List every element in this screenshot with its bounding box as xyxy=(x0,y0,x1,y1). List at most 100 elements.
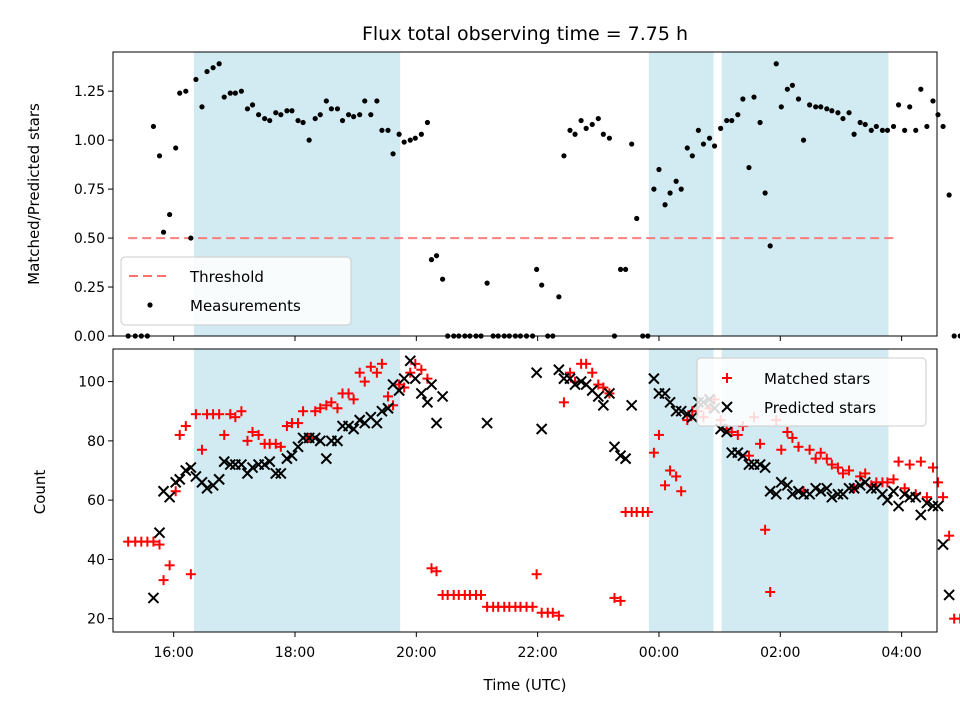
measurement-point xyxy=(924,123,930,130)
measurement-point xyxy=(255,112,262,118)
matched-star-point xyxy=(660,480,671,491)
top-shaded-interval-1 xyxy=(648,52,714,336)
predicted-star-point xyxy=(569,378,581,391)
predicted-star-point xyxy=(436,390,449,403)
matched-star-point xyxy=(158,575,169,586)
measurement-point xyxy=(484,280,490,286)
measurement-point xyxy=(385,127,391,133)
measurement-point xyxy=(199,104,205,110)
measurement-point xyxy=(818,104,824,110)
measurement-point xyxy=(150,123,157,130)
measurement-point xyxy=(829,108,835,114)
measurement-point xyxy=(227,90,233,96)
predicted-star-point xyxy=(659,387,671,400)
matched-star-point xyxy=(587,367,598,378)
matched-star-point xyxy=(921,492,932,503)
measurement-point xyxy=(913,127,919,133)
top-ytick-label: 0.25 xyxy=(74,280,105,296)
matched-star-point xyxy=(315,403,326,414)
measurement-point xyxy=(262,115,268,122)
measurement-point xyxy=(167,211,173,218)
predicted-star-point xyxy=(786,488,799,500)
measurement-point xyxy=(204,68,210,75)
measurement-point xyxy=(807,102,813,108)
matched-star-point xyxy=(275,441,286,452)
top-ytick-label: 0.00 xyxy=(74,329,105,345)
predicted-star-point xyxy=(535,423,548,435)
matched-star-point xyxy=(915,456,926,467)
predicted-star-point xyxy=(608,441,621,453)
measurement-point xyxy=(173,145,179,151)
measurement-point xyxy=(884,127,891,133)
matched-star-point xyxy=(359,376,370,387)
predicted-star-point xyxy=(398,372,410,385)
measurement-point xyxy=(424,119,431,126)
measurement-point xyxy=(428,257,435,263)
measurement-point xyxy=(589,121,595,128)
measurement-point xyxy=(561,153,567,159)
measurement-point xyxy=(156,153,163,159)
predicted-star-point xyxy=(153,527,166,539)
matched-star-point xyxy=(888,474,899,485)
predicted-star-point xyxy=(848,482,860,494)
predicted-star-point xyxy=(910,491,922,503)
predicted-star-point xyxy=(174,473,186,486)
bottom-ytick-label: 60 xyxy=(87,493,105,509)
measurement-point xyxy=(879,127,886,133)
legend-measurements-label: Measurements xyxy=(190,297,301,315)
matched-star-point xyxy=(253,429,264,440)
measurement-point xyxy=(334,106,341,112)
predicted-star-point xyxy=(781,479,794,492)
matched-star-point xyxy=(609,592,620,603)
predicted-star-point xyxy=(770,488,782,500)
matched-star-point xyxy=(815,447,826,458)
predicted-star-point xyxy=(619,452,632,465)
measurement-point xyxy=(317,112,323,118)
matched-star-point xyxy=(247,426,258,437)
matched-star-point xyxy=(760,524,771,535)
matched-star-point xyxy=(933,477,944,488)
predicted-star-point xyxy=(376,405,388,417)
measurement-point xyxy=(328,106,334,112)
predicted-star-point xyxy=(826,491,838,503)
predicted-star-point xyxy=(331,435,344,447)
predicted-star-point xyxy=(915,509,927,521)
matched-star-point xyxy=(832,462,843,473)
measurement-point xyxy=(851,131,857,137)
chart-title: Flux total observing time = 7.75 h xyxy=(362,23,688,45)
matched-star-point xyxy=(332,403,343,414)
top-shaded-interval-2 xyxy=(721,52,889,336)
matched-star-point xyxy=(531,569,542,580)
matched-star-point xyxy=(476,589,487,600)
matched-star-point xyxy=(676,486,687,497)
matched-star-point xyxy=(598,382,609,393)
measurement-point xyxy=(306,137,312,143)
matched-star-point xyxy=(927,462,938,473)
matched-star-point xyxy=(225,409,236,420)
predicted-star-point xyxy=(775,476,788,489)
predicted-star-point xyxy=(235,458,248,471)
measurement-point xyxy=(300,119,306,126)
predicted-star-point xyxy=(421,396,434,409)
matched-star-point xyxy=(326,397,337,408)
matched-star-point xyxy=(354,367,365,378)
measurement-point xyxy=(323,98,329,104)
measurement-point xyxy=(433,253,440,259)
matched-star-point xyxy=(154,539,165,550)
matched-star-point xyxy=(365,361,376,372)
measurement-point xyxy=(188,235,194,241)
measurement-point xyxy=(351,114,357,120)
matched-star-point xyxy=(148,536,159,547)
matched-star-point xyxy=(593,379,604,390)
matched-star-point xyxy=(855,471,866,482)
matched-star-point xyxy=(422,373,433,384)
predicted-star-point xyxy=(371,417,383,429)
measurement-point xyxy=(746,164,752,171)
measurement-point xyxy=(600,131,606,137)
measurement-point xyxy=(401,139,407,145)
measurement-point xyxy=(789,82,796,88)
matched-star-point xyxy=(665,465,676,476)
measurement-point xyxy=(622,266,629,273)
measurement-point xyxy=(289,108,295,114)
